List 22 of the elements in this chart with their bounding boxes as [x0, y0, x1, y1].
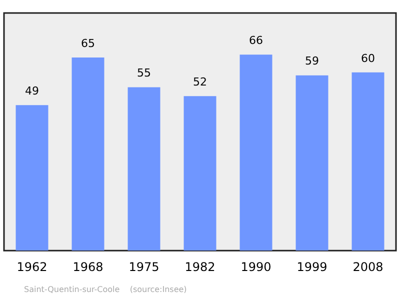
data-label: 66 — [249, 34, 263, 47]
data-label: 59 — [305, 54, 319, 68]
data-label: 60 — [361, 52, 375, 65]
x-tick-label: 1999 — [296, 260, 328, 274]
x-tick-label: 1982 — [184, 260, 216, 274]
x-tick-label: 1968 — [72, 260, 104, 274]
text: Saint-Quentin-sur-Coole (source:Insee) — [24, 285, 187, 294]
bar — [352, 72, 384, 251]
data-label: 49 — [25, 84, 39, 98]
bar — [184, 96, 216, 251]
bar — [16, 105, 48, 251]
x-tick-label: 2008 — [352, 260, 384, 274]
x-tick-label: 1975 — [128, 260, 160, 274]
bar — [240, 54, 272, 251]
x-tick-label: 1990 — [240, 260, 272, 274]
data-label: 65 — [81, 36, 95, 50]
data-label: 55 — [137, 66, 151, 80]
bar — [72, 58, 104, 251]
bar — [296, 75, 328, 251]
data-label: 52 — [193, 76, 207, 89]
bar — [128, 87, 160, 251]
x-tick-label: 1962 — [16, 260, 48, 274]
